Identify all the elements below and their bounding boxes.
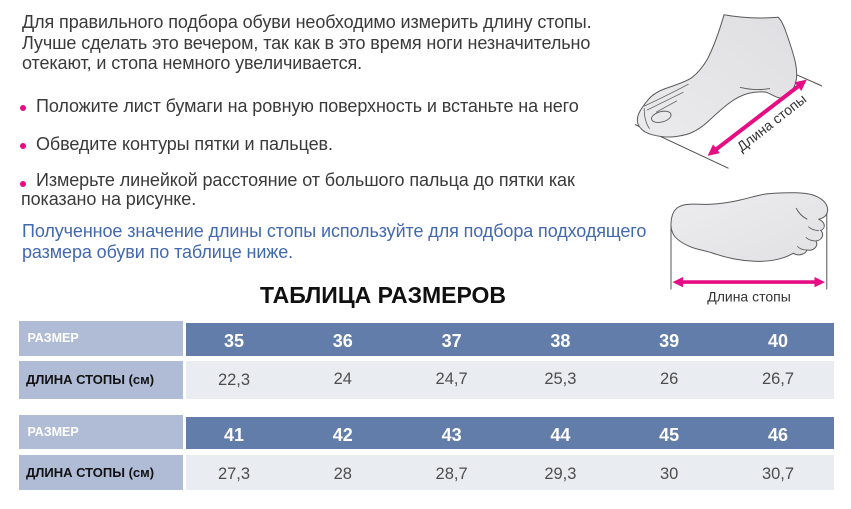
svg-text:Длина стопы: Длина стопы xyxy=(707,288,791,304)
svg-text:Длина стопы: Длина стопы xyxy=(734,91,810,155)
